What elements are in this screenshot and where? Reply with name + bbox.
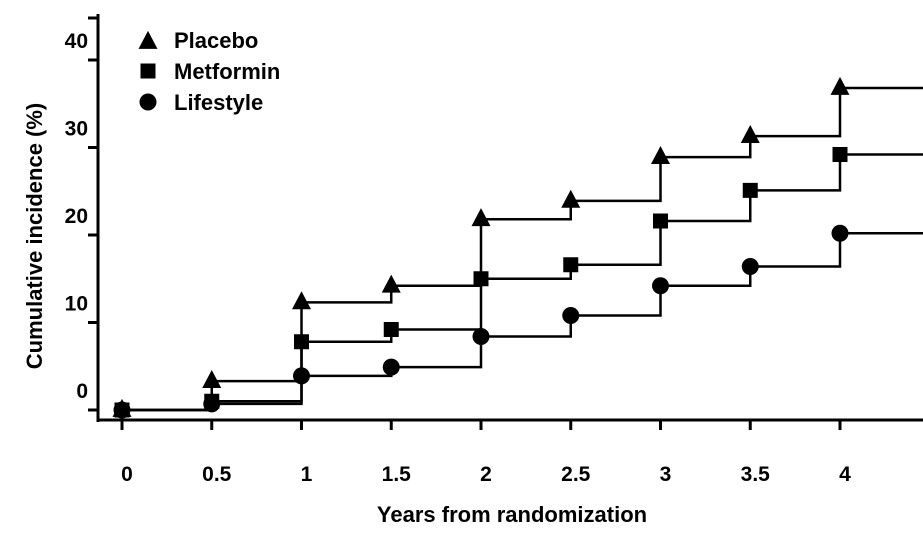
placebo-point xyxy=(471,208,491,227)
lifestyle-point xyxy=(831,224,849,242)
legend-label-placebo: Placebo xyxy=(174,28,258,53)
x-tick-label: 0 xyxy=(121,463,133,486)
y-tick-label: 0 xyxy=(76,380,88,403)
x-tick-label: 3 xyxy=(660,463,672,486)
placebo-step-line xyxy=(122,86,923,412)
x-tick-label: 3.5 xyxy=(741,463,771,486)
lifestyle-point xyxy=(652,277,669,295)
y-tick-label: 20 xyxy=(65,205,88,228)
metformin-point xyxy=(832,147,848,162)
metformin-point xyxy=(294,334,309,350)
y-tick-label: 10 xyxy=(65,293,88,316)
y-tick-label: 30 xyxy=(65,118,88,141)
lifestyle-step-line xyxy=(122,232,923,412)
legend-item-lifestyle: Lifestyle xyxy=(139,90,263,115)
x-tick-label: 2.5 xyxy=(561,463,591,486)
legend: Placebo Metformin Lifestyle xyxy=(138,28,280,115)
lifestyle-point xyxy=(203,395,221,413)
x-tick-label: 2 xyxy=(480,463,492,486)
lifestyle-point xyxy=(382,358,400,376)
legend-label-lifestyle: Lifestyle xyxy=(174,90,263,115)
placebo-point xyxy=(830,76,850,95)
lifestyle-series xyxy=(113,224,923,419)
axes: 0 10 20 30 40 0 0.5 1 1.5 2 2.5 3 3.5 4 xyxy=(65,14,923,486)
placebo-series xyxy=(112,76,923,417)
placebo-point xyxy=(202,369,222,388)
x-tick-label: 1 xyxy=(301,463,313,486)
lifestyle-point xyxy=(113,401,131,419)
placebo-point xyxy=(561,189,581,208)
lifestyle-point xyxy=(741,258,759,275)
lifestyle-legend-marker xyxy=(139,93,157,111)
lifestyle-point xyxy=(562,307,580,324)
legend-label-metformin: Metformin xyxy=(174,59,280,84)
x-tick-label: 4 xyxy=(839,463,851,486)
metformin-point xyxy=(383,322,399,337)
placebo-legend-marker xyxy=(138,30,158,49)
legend-item-metformin: Metformin xyxy=(140,59,280,84)
metformin-legend-marker xyxy=(140,63,156,79)
metformin-point xyxy=(653,213,668,229)
metformin-series xyxy=(114,147,923,418)
placebo-point xyxy=(381,274,401,293)
x-tick-label: 1.5 xyxy=(382,463,412,486)
metformin-point xyxy=(473,271,489,287)
x-tick-label: 0.5 xyxy=(202,463,232,486)
metformin-point xyxy=(563,257,579,273)
y-tick-label: 40 xyxy=(65,30,88,53)
placebo-point xyxy=(740,124,760,143)
lifestyle-point xyxy=(472,328,490,345)
y-axis-title: Cumulative incidence (%) xyxy=(22,103,47,370)
legend-item-placebo: Placebo xyxy=(138,28,258,53)
lifestyle-point xyxy=(293,367,310,385)
x-axis-title: Years from randomization xyxy=(377,502,647,527)
series-layer xyxy=(112,76,923,419)
placebo-point xyxy=(292,291,311,310)
metformin-step-line xyxy=(122,153,923,412)
metformin-point xyxy=(742,182,758,198)
placebo-point xyxy=(651,145,670,164)
